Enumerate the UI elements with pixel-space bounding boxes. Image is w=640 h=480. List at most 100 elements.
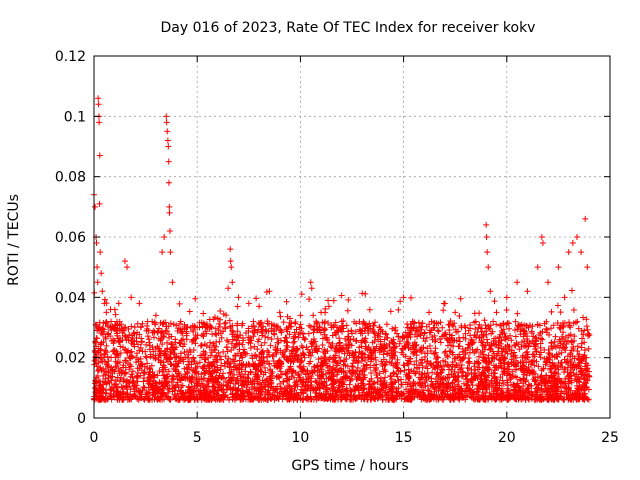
data-point — [188, 359, 195, 366]
data-point — [388, 376, 395, 383]
data-point — [571, 333, 578, 340]
data-point — [501, 365, 508, 372]
data-point — [155, 325, 162, 332]
data-point — [177, 340, 184, 347]
data-point — [178, 377, 185, 384]
data-point — [379, 396, 386, 403]
data-point — [361, 396, 368, 403]
data-point — [180, 336, 187, 343]
data-point — [418, 348, 425, 355]
data-point — [471, 363, 478, 370]
data-point — [504, 385, 511, 392]
data-point — [325, 339, 332, 346]
data-point — [408, 385, 415, 392]
data-point — [520, 333, 527, 340]
data-point — [479, 382, 486, 389]
data-point — [336, 382, 343, 389]
data-point — [198, 319, 205, 326]
data-point — [462, 324, 469, 331]
data-point — [562, 366, 569, 373]
data-point — [308, 382, 315, 389]
data-point — [166, 227, 173, 234]
data-point — [242, 368, 249, 375]
data-point — [159, 321, 166, 328]
data-point — [492, 335, 499, 342]
data-point — [474, 328, 481, 335]
data-point — [107, 387, 114, 394]
data-point — [383, 321, 390, 328]
data-point — [580, 387, 587, 394]
data-point — [273, 374, 280, 381]
data-point — [506, 363, 513, 370]
data-point — [349, 360, 356, 367]
data-points — [91, 95, 593, 403]
data-point — [479, 392, 486, 399]
data-point — [458, 365, 465, 372]
data-point — [479, 364, 486, 371]
data-point — [331, 355, 338, 362]
data-point — [119, 329, 126, 336]
data-point — [268, 379, 275, 386]
data-point — [314, 327, 321, 334]
data-point — [307, 279, 314, 286]
data-point — [135, 358, 142, 365]
data-point — [513, 374, 520, 381]
data-point — [305, 330, 312, 337]
data-point — [444, 381, 451, 388]
data-point — [432, 365, 439, 372]
data-point — [98, 270, 105, 277]
data-point — [408, 294, 415, 301]
data-point — [264, 347, 271, 354]
data-point — [361, 338, 368, 345]
data-point — [545, 279, 552, 286]
data-point — [480, 393, 487, 400]
data-point — [328, 370, 335, 377]
data-point — [429, 369, 436, 376]
data-point — [336, 354, 343, 361]
data-point — [212, 330, 219, 337]
data-point — [478, 331, 485, 338]
data-point — [367, 352, 374, 359]
data-point — [224, 383, 231, 390]
data-point — [409, 318, 416, 325]
data-point — [269, 353, 276, 360]
data-point — [207, 389, 214, 396]
data-point — [524, 288, 531, 295]
data-point — [398, 376, 405, 383]
data-point — [103, 389, 110, 396]
data-point — [152, 393, 159, 400]
data-point — [557, 322, 564, 329]
data-point — [323, 335, 330, 342]
data-point — [150, 334, 157, 341]
data-point — [258, 350, 265, 357]
data-point — [329, 377, 336, 384]
data-point — [356, 318, 363, 325]
data-point — [401, 367, 408, 374]
data-point — [411, 361, 418, 368]
data-point — [159, 341, 166, 348]
data-point — [414, 333, 421, 340]
data-point — [404, 320, 411, 327]
data-point — [184, 390, 191, 397]
data-point — [416, 368, 423, 375]
data-point — [344, 333, 351, 340]
data-point — [456, 338, 463, 345]
data-point — [286, 395, 293, 402]
data-point — [197, 342, 204, 349]
data-point — [316, 324, 323, 331]
data-point — [292, 320, 299, 327]
data-point — [524, 351, 531, 358]
data-point — [441, 300, 448, 307]
data-point — [321, 320, 328, 327]
data-point — [539, 396, 546, 403]
data-point — [315, 356, 322, 363]
data-point — [119, 396, 126, 403]
data-point — [142, 395, 149, 402]
data-point — [93, 321, 100, 328]
data-point — [297, 329, 304, 336]
data-point — [338, 292, 345, 299]
data-point — [469, 382, 476, 389]
data-point — [313, 318, 320, 325]
data-point — [224, 348, 231, 355]
data-point — [413, 352, 420, 359]
